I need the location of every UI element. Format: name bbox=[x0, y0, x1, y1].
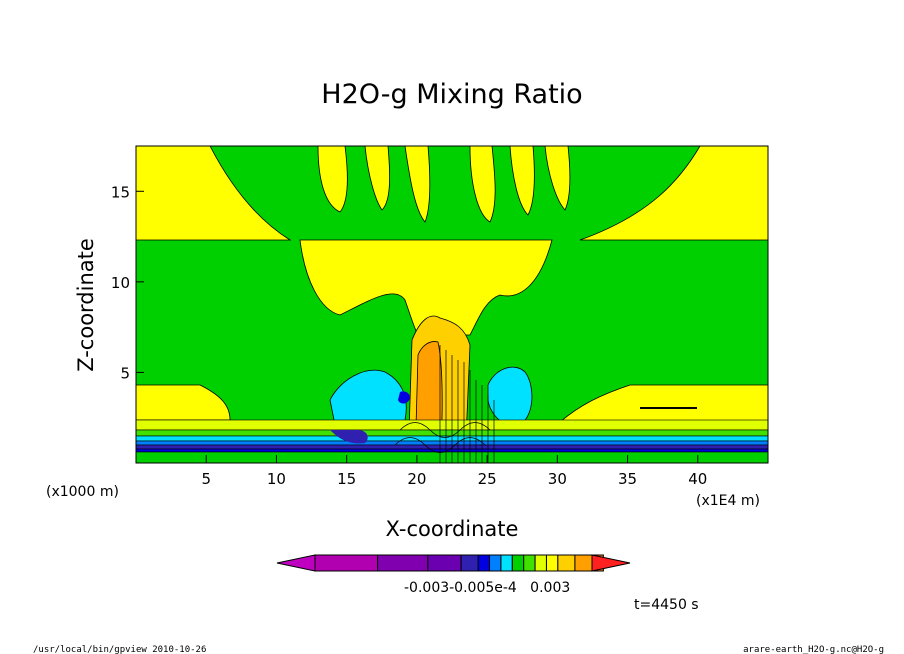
x-tick-label: 15 bbox=[337, 470, 356, 488]
colorbar-segment bbox=[534, 554, 547, 572]
x-tick-label: 20 bbox=[407, 470, 426, 488]
y-tick-label: 10 bbox=[111, 274, 130, 292]
colorbar-segment bbox=[477, 554, 491, 572]
colorbar-segment bbox=[557, 554, 576, 572]
colorbar-segment bbox=[523, 554, 536, 572]
y-unit-label: (x1000 m) bbox=[46, 484, 119, 500]
colorbar-segment bbox=[377, 554, 429, 572]
colorbar-segment bbox=[500, 554, 513, 572]
chart-title: H2O-g Mixing Ratio bbox=[321, 79, 582, 110]
y-tick-label: 5 bbox=[120, 364, 130, 382]
colorbar-segment bbox=[489, 554, 502, 572]
x-tick-label: 10 bbox=[267, 470, 286, 488]
x-unit-label: (x1E4 m) bbox=[696, 493, 760, 509]
colorbar-segment bbox=[427, 554, 462, 572]
colorbar-segment bbox=[511, 554, 525, 572]
x-axis: 5 10 15 20 25 30 35 40 bbox=[201, 455, 707, 488]
time-annotation: t=4450 s bbox=[634, 597, 699, 613]
y-tick-label: 15 bbox=[111, 183, 130, 201]
colorbar-segment bbox=[591, 554, 631, 572]
x-tick-label: 25 bbox=[478, 470, 497, 488]
colorbar-segment bbox=[574, 554, 593, 572]
colorbar-segment bbox=[276, 554, 316, 572]
x-tick-label: 35 bbox=[618, 470, 637, 488]
y-axis: 5 10 15 bbox=[111, 183, 144, 382]
footer-left: /usr/local/bin/gpview 2010-10-26 bbox=[33, 645, 206, 654]
footer-right: arare-earth_H2O-g.nc@H2O-g bbox=[743, 645, 884, 654]
x-axis-label: X-coordinate bbox=[386, 517, 519, 541]
x-tick-label: 5 bbox=[201, 470, 211, 488]
colorbar-segment bbox=[545, 554, 559, 572]
x-tick-label: 40 bbox=[688, 470, 707, 488]
x-tick-label: 30 bbox=[548, 470, 567, 488]
plot-area bbox=[135, 145, 769, 464]
colorbar-segment bbox=[314, 554, 379, 572]
y-axis-label: Z-coordinate bbox=[74, 238, 98, 372]
colorbar-segment bbox=[460, 554, 479, 572]
contour-field bbox=[136, 146, 768, 463]
colorbar bbox=[276, 554, 631, 572]
colorbar-tick-labels: -0.003-0.005e-4 0.003 bbox=[404, 580, 570, 596]
